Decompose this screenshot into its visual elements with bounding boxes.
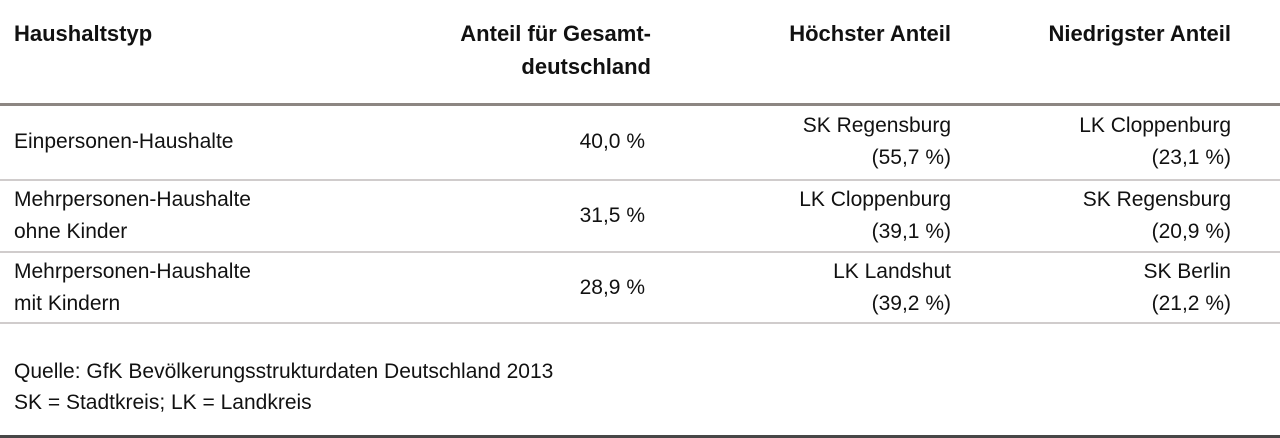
- highest-share-cell: LK Landshut (39,2 %): [652, 252, 952, 323]
- lowest-value: (21,2 %): [1151, 291, 1231, 315]
- table-header: Haushaltstyp Anteil für Gesamt- deutschl…: [0, 0, 1280, 104]
- col-header-hoechster-anteil: Höchster Anteil: [652, 0, 952, 104]
- household-type-line2: mit Kindern: [14, 291, 121, 315]
- table-row: Mehrpersonen-Haushalte ohne Kinder 31,5 …: [0, 180, 1280, 252]
- household-types-table: Haushaltstyp Anteil für Gesamt- deutschl…: [0, 0, 1280, 323]
- abbreviation-legend: SK = Stadtkreis; LK = Landkreis: [14, 391, 312, 414]
- lowest-region: SK Berlin: [1143, 259, 1231, 283]
- lowest-value: (20,9 %): [1151, 220, 1231, 243]
- table-body: Einpersonen-Haushalte 40,0 % SK Regensbu…: [0, 104, 1280, 323]
- col-header-niedrigster-anteil: Niedrigster Anteil: [952, 0, 1280, 104]
- household-type-line1: Mehrpersonen-Haushalte: [14, 259, 251, 283]
- lowest-share-cell: SK Berlin (21,2 %): [952, 252, 1280, 323]
- bottom-rule: [0, 435, 1280, 438]
- lowest-share-cell: SK Regensburg (20,9 %): [952, 180, 1280, 252]
- household-type-line1: Einpersonen-Haushalte: [14, 130, 234, 154]
- household-type-cell: Einpersonen-Haushalte: [0, 104, 360, 180]
- lowest-region: SK Regensburg: [1082, 188, 1231, 211]
- col-header-label-line2: deutschland: [521, 54, 651, 79]
- household-type-cell: Mehrpersonen-Haushalte ohne Kinder: [0, 180, 360, 252]
- lowest-region: LK Cloppenburg: [1079, 114, 1231, 138]
- household-type-line2: ohne Kinder: [14, 220, 128, 243]
- col-header-label: Niedrigster Anteil: [1048, 21, 1231, 46]
- col-header-label: Höchster Anteil: [789, 21, 951, 46]
- source-note: Quelle: GfK Bevölkerungsstrukturdaten De…: [14, 360, 554, 383]
- highest-value: (39,2 %): [871, 291, 951, 315]
- table-row: Einpersonen-Haushalte 40,0 % SK Regensbu…: [0, 104, 1280, 180]
- highest-value: (39,1 %): [871, 220, 951, 243]
- highest-share-cell: LK Cloppenburg (39,1 %): [652, 180, 952, 252]
- header-row: Haushaltstyp Anteil für Gesamt- deutschl…: [0, 0, 1280, 104]
- highest-share-cell: SK Regensburg (55,7 %): [652, 104, 952, 180]
- household-type-line1: Mehrpersonen-Haushalte: [14, 188, 251, 211]
- highest-region: LK Cloppenburg: [799, 188, 951, 211]
- col-header-haushaltstyp: Haushaltstyp: [0, 0, 360, 104]
- share-cell: 31,5 %: [579, 204, 645, 227]
- table-row: Mehrpersonen-Haushalte mit Kindern 28,9 …: [0, 252, 1280, 323]
- lowest-share-cell: LK Cloppenburg (23,1 %): [952, 104, 1280, 180]
- share-cell: 28,9 %: [579, 275, 645, 299]
- col-header-label: Haushaltstyp: [14, 21, 153, 46]
- col-header-anteil-gesamtdeutschland: Anteil für Gesamt- deutschland: [360, 0, 652, 104]
- lowest-value: (23,1 %): [1151, 146, 1231, 170]
- highest-value: (55,7 %): [871, 146, 951, 170]
- col-header-label-line1: Anteil für Gesamt-: [460, 21, 651, 46]
- table-footnotes: Quelle: GfK Bevölkerungsstrukturdaten De…: [14, 356, 1280, 418]
- household-type-cell: Mehrpersonen-Haushalte mit Kindern: [0, 252, 360, 323]
- share-cell: 40,0 %: [579, 130, 645, 154]
- highest-region: LK Landshut: [833, 259, 951, 283]
- highest-region: SK Regensburg: [802, 114, 951, 138]
